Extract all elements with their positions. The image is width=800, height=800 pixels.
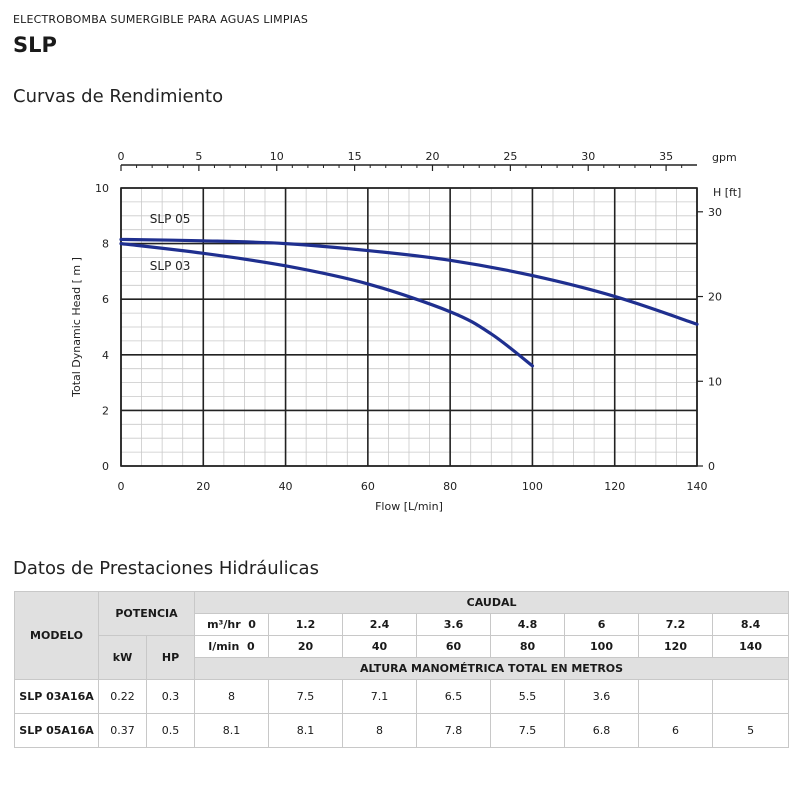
series-label: SLP 05 bbox=[150, 212, 191, 226]
kw-header: kW bbox=[98, 635, 147, 680]
y-tick-label: 6 bbox=[102, 293, 109, 306]
lmin-value: 80 bbox=[490, 635, 566, 658]
altura-header: ALTURA MANOMÉTRICA TOTAL EN METROS bbox=[194, 657, 790, 680]
hp-header: HP bbox=[145, 635, 196, 680]
lmin-row: kW HP l/min 0 20 40 60 80 100 120 140 bbox=[15, 635, 790, 680]
lmin-value: 40 bbox=[342, 635, 418, 658]
series-line bbox=[119, 242, 535, 368]
lmin-value: 20 bbox=[268, 635, 344, 658]
m3-value: 0 bbox=[248, 618, 256, 631]
plot-frame bbox=[120, 187, 698, 467]
ft-tick-label: 0 bbox=[708, 460, 715, 473]
header-row-1: MODELO POTENCIA CAUDAL bbox=[14, 591, 790, 680]
y-axis-title: Total Dynamic Head [ m ] bbox=[70, 257, 83, 398]
x-tick-label: 100 bbox=[522, 480, 543, 493]
hp-cell: 0.5 bbox=[145, 713, 196, 748]
head-cell: 5.5 bbox=[490, 679, 566, 714]
ft-tick-label: 20 bbox=[708, 291, 722, 304]
lmin-value: 100 bbox=[564, 635, 640, 658]
head-cell: 8.1 bbox=[194, 713, 270, 748]
y-tick-label: 0 bbox=[102, 460, 109, 473]
x-tick-label: 80 bbox=[443, 480, 457, 493]
m3-unit: m³/hr bbox=[207, 618, 241, 631]
gpm-tick-label: 0 bbox=[118, 150, 125, 163]
ft-label: H [ft] bbox=[713, 186, 741, 199]
head-cell: 8.1 bbox=[268, 713, 344, 748]
head-cell: 6.5 bbox=[416, 679, 492, 714]
head-cell: 3.6 bbox=[564, 679, 640, 714]
y-tick-label: 10 bbox=[95, 182, 109, 195]
gpm-tick-label: 15 bbox=[348, 150, 362, 163]
gpm-tick-label: 20 bbox=[425, 150, 439, 163]
head-cell: 6 bbox=[638, 713, 714, 748]
y-tick-label: 2 bbox=[102, 404, 109, 417]
modelo-header: MODELO bbox=[14, 591, 99, 680]
head-cell: 7.1 bbox=[342, 679, 418, 714]
y-tick-label: 8 bbox=[102, 238, 109, 251]
y-tick-label: 4 bbox=[102, 349, 109, 362]
table-section-title: Datos de Prestaciones Hidráulicas bbox=[13, 558, 319, 579]
x-tick-label: 20 bbox=[196, 480, 210, 493]
head-cell bbox=[712, 679, 790, 714]
m3-value: 7.2 bbox=[638, 613, 714, 636]
x-tick-label: 0 bbox=[118, 480, 125, 493]
gpm-tick-label: 10 bbox=[270, 150, 284, 163]
head-cell: 8 bbox=[194, 679, 270, 714]
lmin-unit-cell: l/min 0 bbox=[194, 635, 270, 658]
performance-table: MODELO POTENCIA CAUDAL m³/hr 0 1.2 2.4 3.6… bbox=[14, 591, 790, 748]
m3-value: 8.4 bbox=[712, 613, 790, 636]
kw-cell: 0.37 bbox=[98, 713, 147, 748]
gpm-tick-label: 35 bbox=[659, 150, 673, 163]
head-cell bbox=[638, 679, 714, 714]
head-cell: 5 bbox=[712, 713, 790, 748]
x-tick-label: 60 bbox=[361, 480, 375, 493]
head-cell: 7.5 bbox=[268, 679, 344, 714]
x-tick-label: 40 bbox=[279, 480, 293, 493]
m3-unit-cell: m³/hr 0 bbox=[194, 613, 270, 636]
series-label: SLP 03 bbox=[150, 259, 191, 273]
kw-cell: 0.22 bbox=[98, 679, 147, 714]
series-line bbox=[119, 237, 699, 326]
m3-value: 6 bbox=[564, 613, 640, 636]
m3-value: 4.8 bbox=[490, 613, 566, 636]
x-axis-title: Flow [L/min] bbox=[375, 500, 443, 513]
head-cell: 8 bbox=[342, 713, 418, 748]
model-cell: SLP 03A16A bbox=[14, 679, 99, 714]
altura-row: ALTURA MANOMÉTRICA TOTAL EN METROS bbox=[15, 657, 790, 680]
ft-tick-label: 30 bbox=[708, 206, 722, 219]
gpm-tick-label: 30 bbox=[581, 150, 595, 163]
potencia-header: POTENCIA bbox=[97, 591, 196, 636]
gpm-tick-label: 25 bbox=[503, 150, 517, 163]
x-tick-label: 120 bbox=[604, 480, 625, 493]
lmin-value: 120 bbox=[638, 635, 714, 658]
lmin-value: 0 bbox=[246, 640, 255, 653]
model-name: SLP bbox=[13, 33, 57, 57]
hp-cell: 0.3 bbox=[145, 679, 196, 714]
gpm-label: gpm bbox=[712, 151, 737, 164]
lmin-unit: l/min bbox=[208, 640, 240, 653]
m3-value: 1.2 bbox=[268, 613, 344, 636]
ft-tick-label: 10 bbox=[708, 375, 722, 388]
x-tick-label: 140 bbox=[687, 480, 708, 493]
chart-section-title: Curvas de Rendimiento bbox=[13, 86, 224, 107]
gpm-tick-label: 5 bbox=[195, 150, 202, 163]
m3-value: 3.6 bbox=[416, 613, 492, 636]
head-cell: 7.5 bbox=[490, 713, 566, 748]
head-cell: 7.8 bbox=[416, 713, 492, 748]
lmin-value: 140 bbox=[712, 635, 790, 658]
m3-value: 2.4 bbox=[342, 613, 418, 636]
head-cell: 6.8 bbox=[564, 713, 640, 748]
table-row: SLP 05A16A 0.37 0.5 8.1 8.1 8 7.8 7.5 6.8 6 5 bbox=[14, 713, 790, 748]
model-cell: SLP 05A16A bbox=[14, 713, 99, 748]
lmin-value: 60 bbox=[416, 635, 492, 658]
caudal-header: CAUDAL bbox=[194, 591, 790, 614]
product-category: ELECTROBOMBA SUMERGIBLE PARA AGUAS LIMPI… bbox=[13, 13, 309, 26]
table-row: SLP 03A16A 0.22 0.3 8 7.5 7.1 6.5 5.5 3.6 bbox=[14, 679, 790, 714]
